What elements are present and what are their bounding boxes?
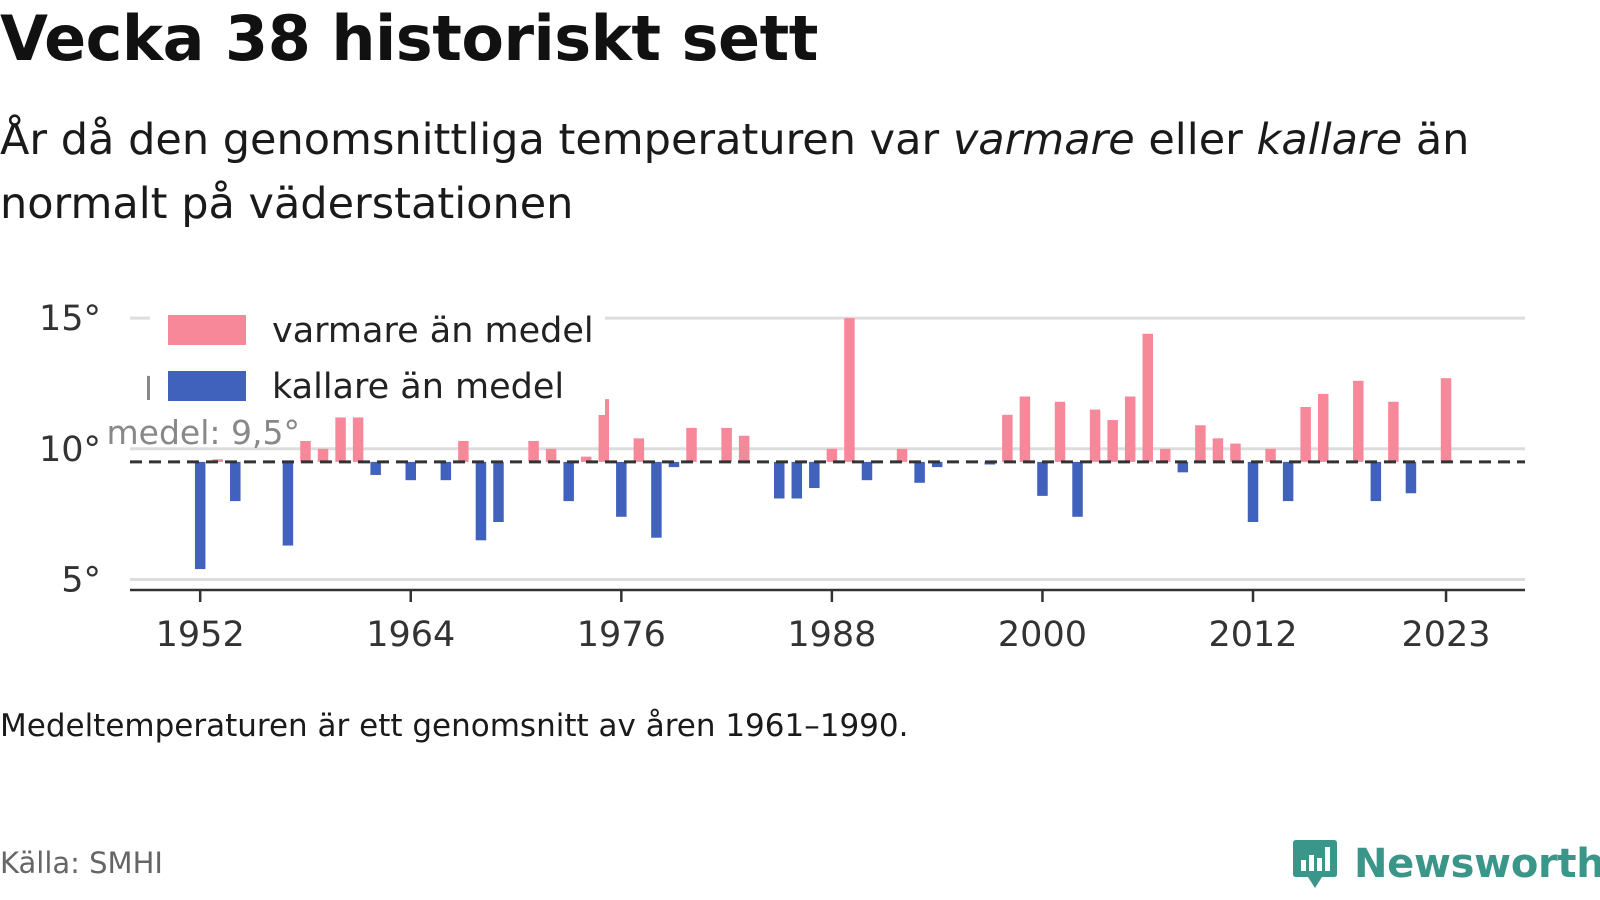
bar-colder (1037, 461, 1048, 496)
bar-warmer (1317, 393, 1329, 462)
bar-colder (791, 461, 803, 499)
brand-name: Newsworthy (1354, 841, 1600, 887)
bar-colder (493, 461, 504, 523)
bar-warmer (1054, 401, 1066, 462)
bar-colder (563, 461, 574, 502)
bar-colder (282, 461, 294, 546)
bar-colder (809, 461, 820, 489)
bar-chart: 5°10°15°1952196419761988200020122023Hist… (39, 299, 1525, 655)
bar-warmer (1230, 443, 1241, 462)
bar-warmer (458, 440, 469, 462)
y-tick-label: 15° (39, 299, 101, 339)
bar-colder (861, 461, 873, 481)
bar-warmer (300, 440, 311, 462)
bar-warmer (1124, 396, 1136, 462)
bar-warmer (633, 438, 645, 462)
brand-logo[interactable]: Newsworthy (1292, 838, 1600, 890)
bar-warmer (1142, 333, 1153, 462)
chart-title: Vecka 38 historiskt sett (0, 2, 818, 75)
bar-warmer (738, 435, 750, 462)
bar-warmer (721, 427, 732, 462)
subtitle-warmer-word: varmare (952, 115, 1135, 165)
subtitle-text-3: än normalt på väderstationen (0, 115, 1470, 229)
bar-colder (1247, 461, 1259, 523)
bar-warmer (1388, 401, 1399, 462)
x-tick-label: 2000 (998, 615, 1087, 655)
bar-warmer (1212, 438, 1224, 462)
bar-warmer (528, 440, 539, 462)
bar-warmer (1353, 380, 1364, 462)
bar-warmer (1160, 448, 1171, 462)
bar-warmer (1300, 406, 1311, 462)
bar-colder (1370, 461, 1382, 502)
bar-colder (616, 461, 627, 517)
newsworthy-logo-icon (1293, 840, 1337, 888)
legend-swatch (168, 371, 246, 401)
bar-colder (668, 461, 680, 468)
bar-warmer (1440, 378, 1452, 462)
x-tick-label: 1988 (787, 615, 876, 655)
footnote: Medeltemperaturen är ett genomsnitt av å… (0, 708, 909, 744)
bar-colder (931, 461, 943, 468)
bar-colder (773, 461, 785, 499)
bar-warmer (580, 456, 592, 462)
bar-warmer (1002, 414, 1013, 462)
bar-colder (194, 461, 206, 570)
bar-colder (914, 461, 925, 483)
bar-colder (230, 461, 241, 502)
bar-colder (440, 461, 452, 481)
bar-warmer (545, 448, 557, 462)
bar-warmer (1019, 396, 1031, 462)
bar-colder (1405, 461, 1417, 494)
bar-warmer (686, 427, 697, 462)
legend-swatch (168, 315, 246, 345)
bar-warmer (598, 399, 610, 462)
bar-warmer (317, 448, 329, 462)
x-tick-label: 2012 (1208, 615, 1297, 655)
subtitle-colder-word: kallare (1256, 115, 1403, 165)
y-tick-label: 5° (61, 561, 101, 601)
bar-colder (405, 461, 417, 481)
x-tick-label: 2023 (1401, 615, 1490, 655)
baseline-label-line: medel: 9,5° (107, 413, 300, 452)
bar-warmer (1195, 425, 1206, 462)
x-tick-label: 1964 (366, 615, 455, 655)
bar-warmer (352, 417, 364, 462)
bar-colder (1177, 461, 1189, 473)
y-tick-label: 10° (39, 430, 101, 470)
bar-colder (370, 461, 381, 475)
legend-label: varmare än medel (272, 311, 594, 351)
bar-warmer (826, 448, 838, 462)
bar-warmer (1265, 448, 1276, 462)
bar-colder (475, 461, 487, 541)
bar-warmer (844, 318, 855, 462)
bar-warmer (335, 417, 346, 462)
bar-colder (1282, 461, 1294, 502)
legend-label: kallare än medel (272, 367, 564, 407)
bar-warmer (1089, 409, 1101, 462)
x-tick-label: 1976 (577, 615, 666, 655)
subtitle-text-1: År då den genomsnittliga temperaturen va… (0, 115, 953, 165)
x-tick-label: 1952 (156, 615, 245, 655)
source-label: Källa: SMHI (0, 846, 163, 880)
bar-warmer (1107, 420, 1118, 462)
subtitle-text-2: eller (1134, 115, 1257, 165)
bar-warmer (896, 448, 908, 462)
bar-colder (651, 461, 662, 538)
bar-colder (1072, 461, 1083, 517)
chart-subtitle: År då den genomsnittliga temperaturen va… (0, 108, 1560, 236)
